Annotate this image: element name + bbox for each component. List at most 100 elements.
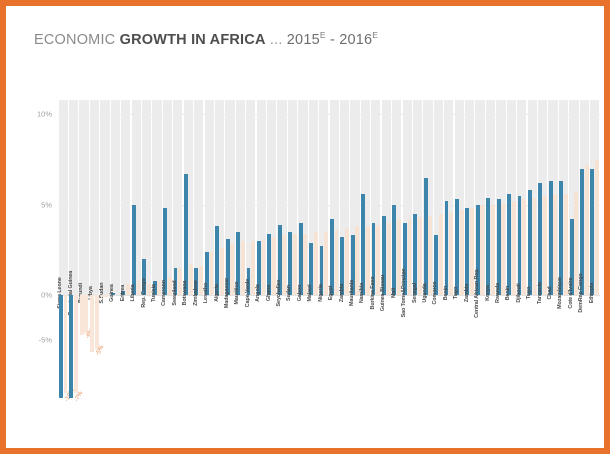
bar-2015[interactable] (413, 213, 418, 295)
bar-2016[interactable] (543, 195, 547, 295)
bar-group[interactable] (569, 100, 579, 295)
bar-2015[interactable] (121, 291, 126, 295)
bar-group[interactable] (507, 100, 516, 295)
bar-2016[interactable] (563, 193, 568, 295)
bar-group[interactable] (454, 100, 464, 295)
bar-2015[interactable] (173, 267, 178, 295)
negative-bar-2016[interactable] (94, 295, 99, 350)
bar-2016[interactable] (282, 235, 287, 295)
bar-2016[interactable] (584, 165, 589, 295)
bar-group[interactable] (152, 100, 162, 295)
bar-2015[interactable] (288, 231, 293, 295)
bar-2015[interactable] (142, 258, 147, 295)
bar-group[interactable] (277, 100, 287, 295)
negative-bar-2015[interactable] (79, 295, 84, 336)
bar-2015[interactable] (184, 174, 188, 295)
bar-group[interactable] (100, 100, 109, 295)
bar-2016[interactable] (240, 240, 245, 295)
bar-2015[interactable] (517, 195, 522, 295)
bar-group[interactable] (267, 100, 276, 295)
bar-2015[interactable] (569, 219, 574, 295)
bar-2015[interactable] (507, 193, 511, 295)
bar-group[interactable] (496, 100, 506, 295)
bar-2016[interactable] (428, 215, 433, 295)
bar-group[interactable] (215, 100, 224, 295)
bar-group[interactable] (121, 100, 130, 295)
bar-2015[interactable] (131, 204, 136, 295)
bar-2016[interactable] (324, 231, 329, 295)
bar-2015[interactable] (215, 226, 220, 295)
bar-group[interactable] (434, 100, 443, 295)
bar-2016[interactable] (199, 266, 203, 295)
bar-group[interactable] (382, 100, 391, 295)
bar-group[interactable] (131, 100, 141, 295)
bar-group[interactable] (111, 100, 120, 295)
bar-2015[interactable] (298, 222, 303, 295)
bar-2015[interactable] (423, 177, 428, 295)
bar-group[interactable] (559, 100, 568, 295)
bar-group[interactable] (142, 100, 151, 295)
bar-2015[interactable] (267, 233, 272, 295)
bar-2016[interactable] (126, 284, 130, 295)
bar-group[interactable] (288, 100, 297, 295)
bar-group[interactable] (580, 100, 589, 295)
bar-group[interactable] (236, 100, 245, 295)
bar-2016[interactable] (344, 228, 349, 295)
bar-2016[interactable] (386, 222, 391, 295)
bar-2016[interactable] (376, 224, 381, 295)
bar-2015[interactable] (329, 219, 334, 295)
bar-2015[interactable] (434, 235, 439, 295)
bar-2016[interactable] (292, 233, 297, 295)
bar-2016[interactable] (407, 219, 412, 295)
bar-2015[interactable] (340, 237, 345, 295)
bar-2016[interactable] (397, 219, 401, 295)
bar-group[interactable] (423, 100, 433, 295)
bar-2016[interactable] (490, 204, 495, 295)
bar-2015[interactable] (319, 246, 324, 295)
bar-2015[interactable] (277, 224, 282, 295)
bar-group[interactable] (246, 100, 256, 295)
bar-2015[interactable] (496, 199, 501, 295)
bar-2016[interactable] (136, 280, 141, 295)
bar-2015[interactable] (350, 235, 355, 295)
bar-group[interactable] (340, 100, 349, 295)
bar-2015[interactable] (111, 293, 115, 295)
bar-group[interactable] (309, 100, 318, 295)
bar-2015[interactable] (486, 197, 491, 295)
bar-2015[interactable] (163, 208, 168, 295)
bar-2016[interactable] (230, 242, 235, 295)
bar-2016[interactable] (459, 210, 464, 295)
bar-2016[interactable] (480, 204, 485, 295)
bar-group[interactable] (163, 100, 172, 295)
bar-2015[interactable] (590, 168, 595, 295)
bar-2015[interactable] (527, 190, 532, 295)
bar-2015[interactable] (204, 251, 209, 295)
bar-2015[interactable] (548, 181, 553, 295)
bar-group[interactable] (79, 100, 88, 295)
negative-bar-2016[interactable] (84, 295, 89, 334)
bar-2016[interactable] (251, 240, 256, 295)
bar-2016[interactable] (365, 226, 370, 295)
bar-2015[interactable] (382, 215, 386, 295)
bar-group[interactable] (298, 100, 308, 295)
bar-group[interactable] (204, 100, 214, 295)
bar-2015[interactable] (194, 267, 199, 295)
bar-group[interactable] (517, 100, 527, 295)
bar-2016[interactable] (167, 276, 172, 295)
bar-2015[interactable] (454, 199, 459, 295)
bar-2016[interactable] (355, 226, 360, 295)
bar-2015[interactable] (236, 231, 240, 295)
bar-group[interactable] (361, 100, 370, 295)
bar-2016[interactable] (334, 230, 339, 295)
bar-group[interactable] (225, 100, 235, 295)
bar-group[interactable] (184, 100, 193, 295)
bar-group[interactable] (194, 100, 203, 295)
bar-2016[interactable] (272, 237, 276, 295)
negative-bar-2015[interactable] (58, 295, 63, 398)
bar-group[interactable] (329, 100, 339, 295)
bar-2016[interactable] (209, 251, 214, 295)
bar-2016[interactable] (219, 248, 224, 295)
bar-group[interactable] (392, 100, 401, 295)
bar-group[interactable] (444, 100, 454, 295)
bar-2015[interactable] (444, 201, 449, 295)
